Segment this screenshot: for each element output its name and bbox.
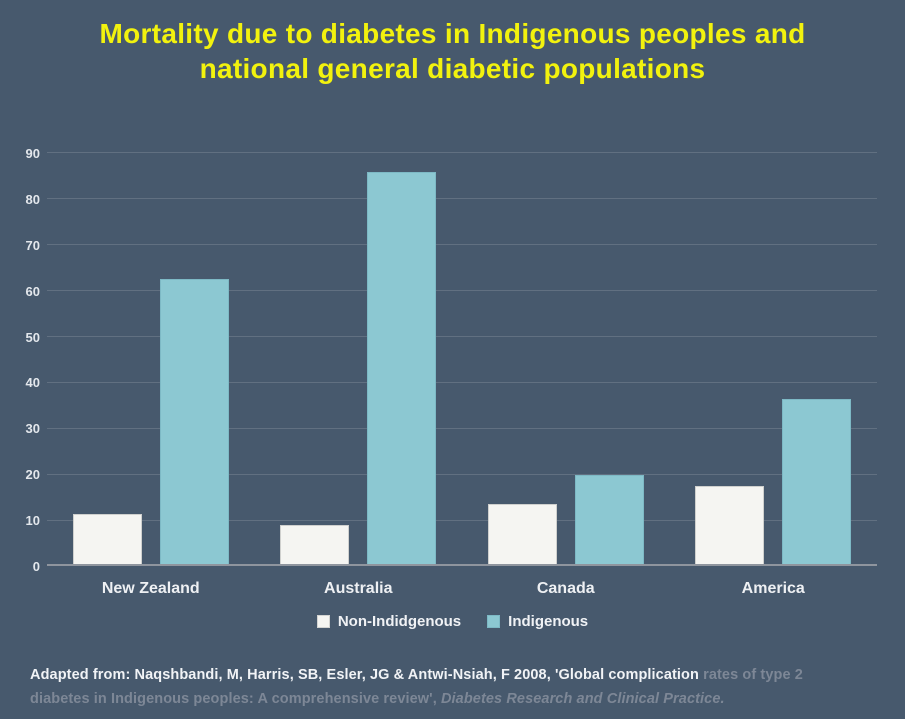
bar-non-indigenous-canada	[487, 504, 557, 564]
legend-item-non-ind: Non-Indidgenous	[316, 613, 462, 630]
bar-indigenous-australia	[367, 172, 437, 564]
gridline	[47, 336, 877, 338]
gridline	[47, 244, 877, 246]
y-axis-tick-label: 40	[25, 375, 40, 391]
legend-item-ind: Indigenous	[487, 613, 588, 630]
x-axis-category-label: Australia	[324, 580, 393, 597]
gridline	[47, 152, 877, 154]
x-axis-category-label: New Zealand	[101, 580, 200, 597]
y-axis-tick-label: 80	[25, 191, 40, 207]
y-axis-tick-label: 20	[25, 467, 40, 483]
bar-indigenous-america	[782, 399, 852, 564]
legend-swatch-non-ind	[316, 615, 330, 628]
y-axis-tick-label: 50	[25, 329, 40, 345]
y-axis-tick-label: 0	[32, 559, 40, 574]
caption-segment: rates of type 2	[703, 667, 803, 683]
chart-title-line2: national general diabetic populations	[199, 53, 706, 84]
bar-indigenous-canada	[574, 475, 644, 564]
chart-title: Mortality due to diabetes in Indigenous …	[0, 16, 905, 86]
y-axis-tick-label: 60	[25, 283, 40, 299]
bar-indigenous-new-zealand	[159, 279, 229, 564]
y-axis-tick-label: 30	[25, 421, 40, 437]
caption-line: diabetes in Indigenous peoples: A compre…	[30, 688, 890, 712]
caption-segment: Adapted from: Naqshbandi, M, Harris, SB,…	[30, 667, 704, 683]
y-axis-tick-label: 90	[25, 145, 40, 161]
gridline	[47, 427, 877, 429]
x-axis-line	[47, 564, 877, 566]
caption-segment: diabetes in Indigenous peoples: A compre…	[30, 690, 441, 707]
bar-non-indigenous-australia	[280, 525, 350, 564]
source-caption: Adapted from: Naqshbandi, M, Harris, SB,…	[30, 664, 890, 711]
chart-title-line1: Mortality due to diabetes in Indigenous …	[99, 18, 806, 49]
y-axis-tick-label: 10	[25, 513, 40, 529]
x-axis-category-label: America	[741, 580, 805, 597]
gridline	[47, 519, 877, 521]
legend-swatch-ind	[487, 615, 501, 628]
legend-label: Non-Indidgenous	[337, 613, 462, 630]
gridline	[47, 290, 877, 292]
gridline	[47, 198, 877, 200]
bar-non-indigenous-america	[695, 486, 765, 564]
legend-label: Indigenous	[508, 613, 589, 630]
y-axis-tick-label: 70	[25, 237, 40, 253]
gridline	[47, 473, 877, 475]
legend: Non-Indidgenous Indigenous	[0, 613, 905, 630]
caption-segment: Diabetes Research and Clinical Practice.	[440, 690, 725, 707]
caption-line: Adapted from: Naqshbandi, M, Harris, SB,…	[30, 664, 890, 688]
x-axis-category-label: Canada	[536, 580, 595, 597]
bar-non-indigenous-new-zealand	[72, 514, 142, 564]
gridline	[47, 381, 877, 383]
